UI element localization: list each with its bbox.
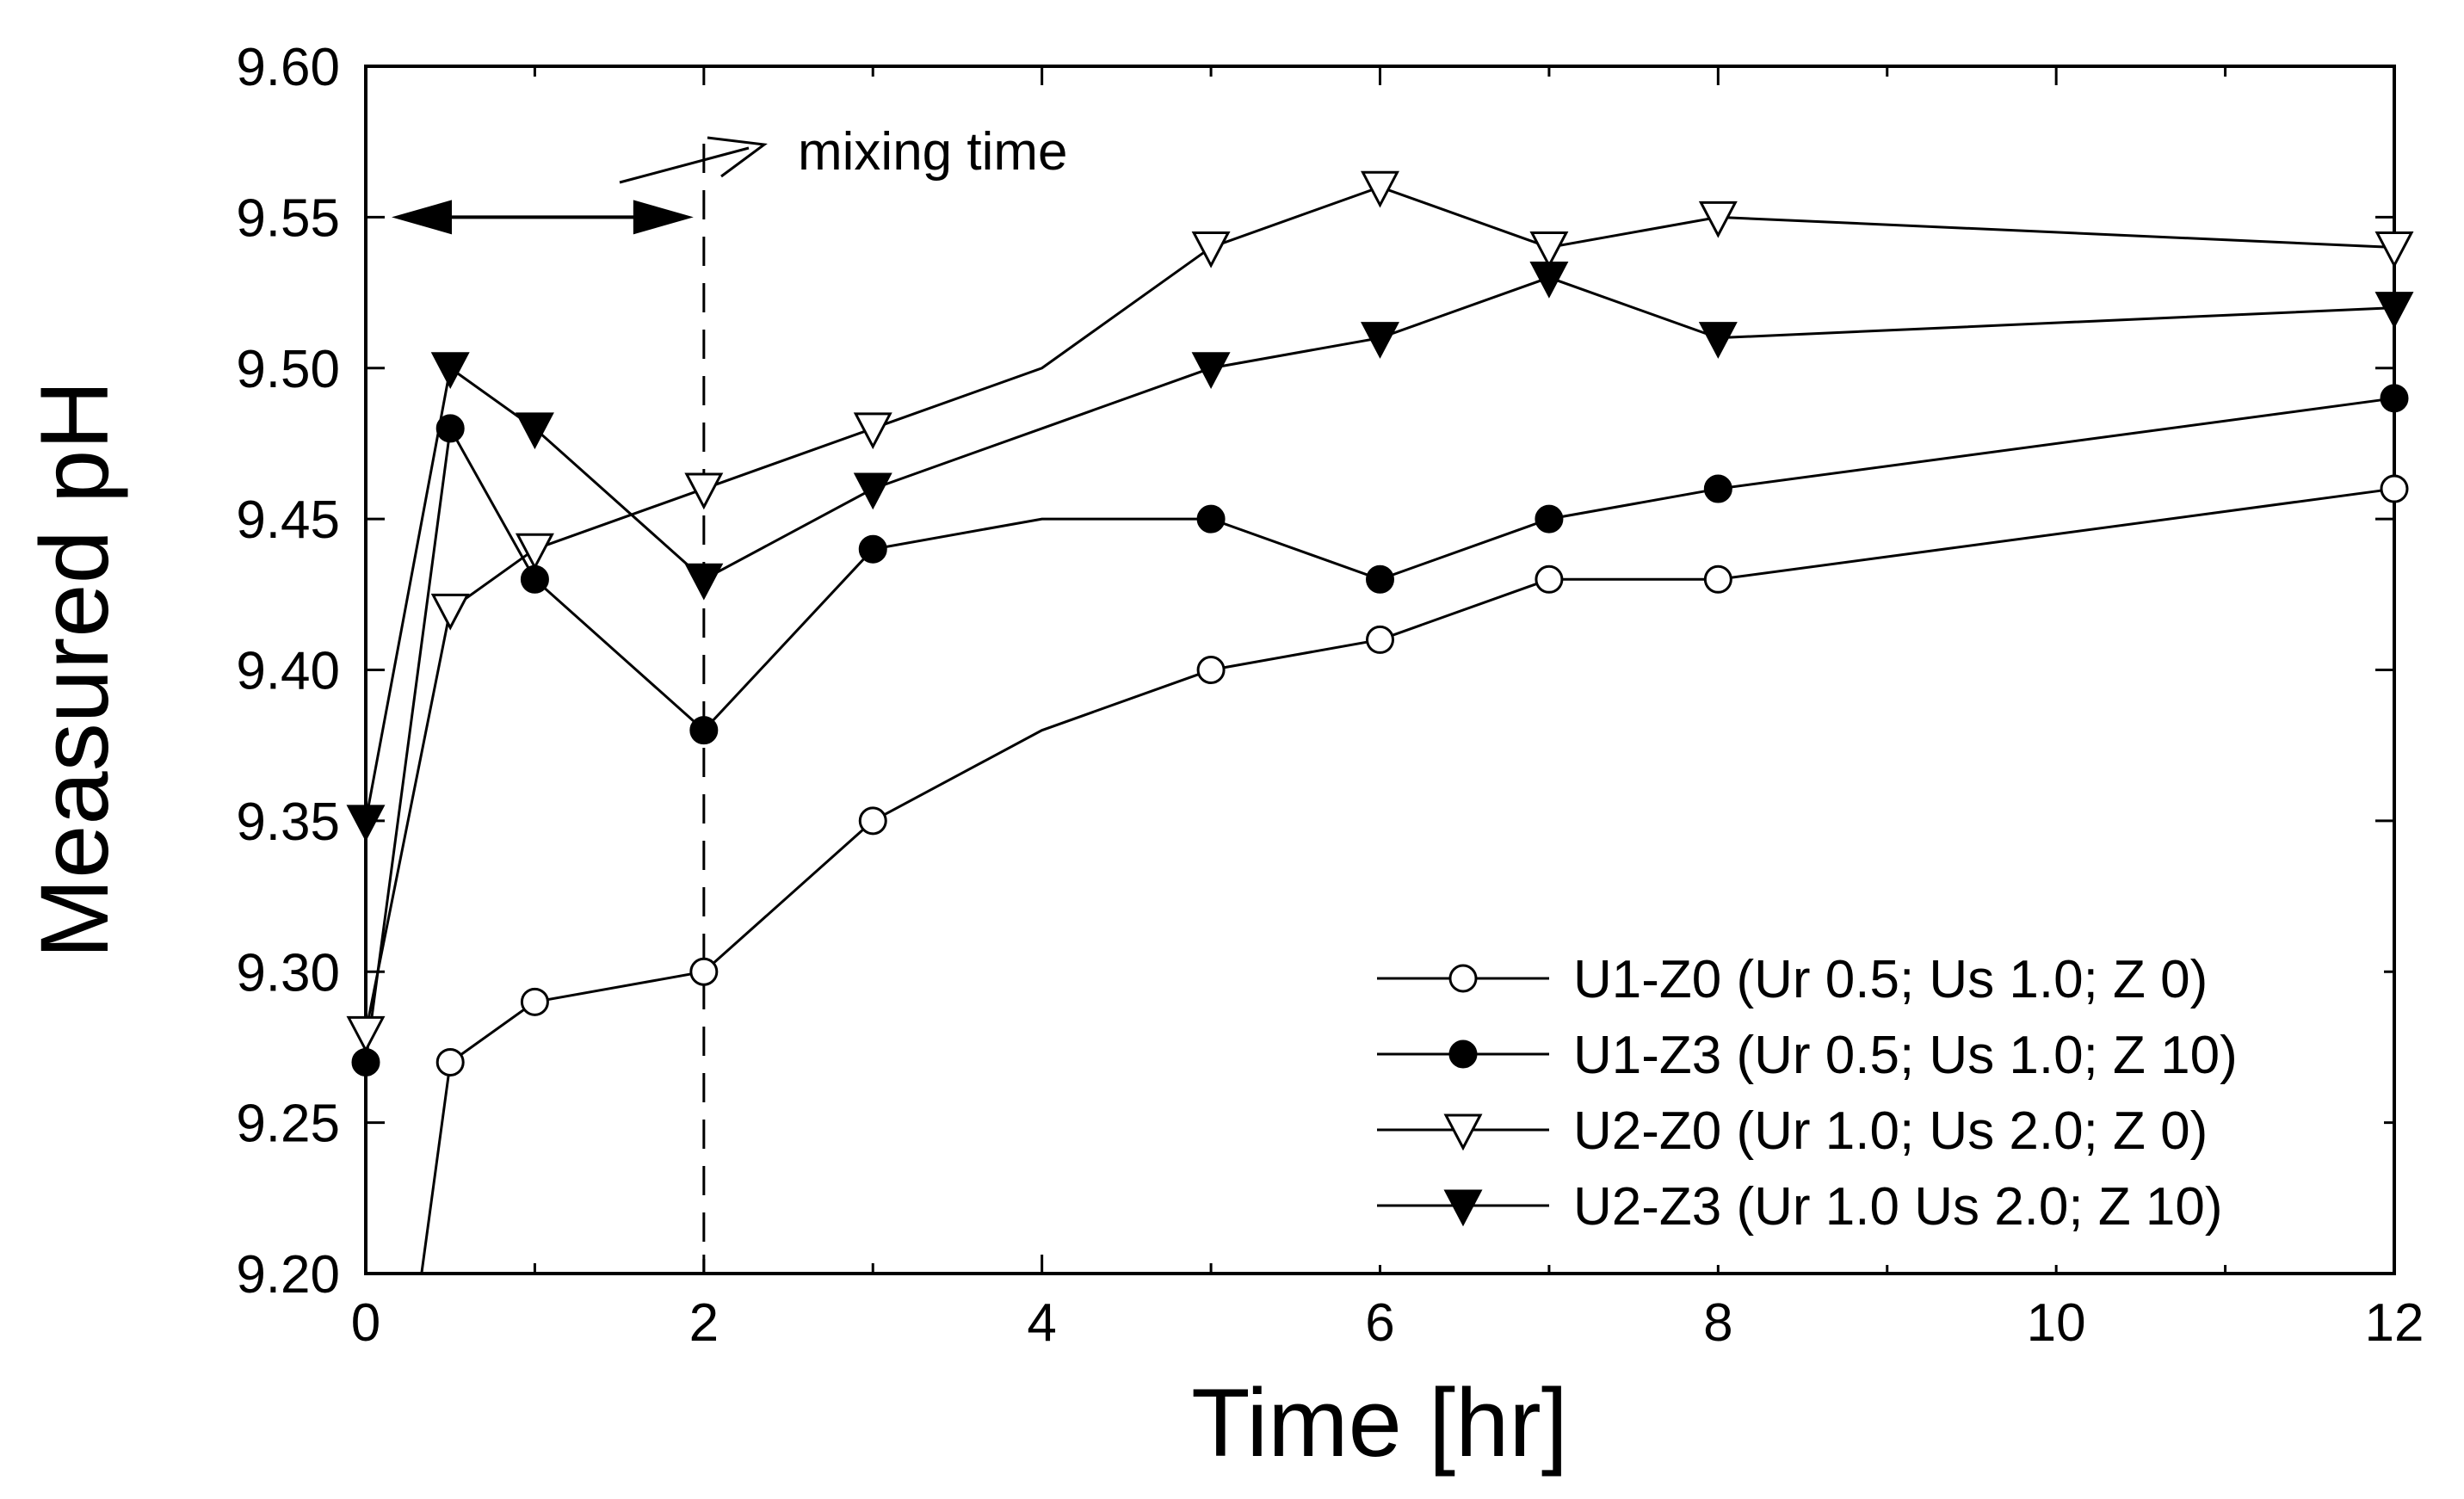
y-tick-label: 9.30 [236,943,340,1002]
mixing-interval-arrow-right [633,200,694,235]
legend-label-2: U1-Z3 (Ur 0.5; Us 1.0; Z 10) [1573,1026,2238,1085]
legend-label-4: U2-Z3 (Ur 1.0 Us 2.0; Z 10) [1573,1177,2223,1237]
x-tick-label: 10 [2027,1293,2086,1353]
series-1-point [1366,625,1394,654]
y-tick-label: 9.60 [236,38,340,97]
tick-labels: 0 2 4 6 8 10 12 9.20 9.25 9.30 9.35 9.40 9.45 9.50 9.5… [236,38,2424,1353]
series-3-point [346,1015,386,1053]
x-tick-label: 6 [1365,1293,1394,1353]
series-3-point [515,533,554,571]
series-line-3 [364,185,2395,1033]
series-1-point [1196,656,1226,684]
legend-marker-1 [1448,964,1478,993]
legend-marker-3 [1443,1113,1483,1151]
series-4-point [515,412,554,450]
legend-label-3: U2-Z0 (Ur 1.0; Us 2.0; Z 0) [1573,1101,2208,1161]
legend-items: U1-Z0 (Ur 0.5; Us 1.0; Z 0) U1-Z3 (Ur 0.5… [1377,950,2238,1237]
series-4-point [1698,322,1738,359]
legend-background [1360,938,2384,1265]
legend-label-1: U1-Z0 (Ur 0.5; Us 1.0; Z 0) [1573,950,2208,1009]
series-2-point [689,716,719,745]
x-tick-label: 12 [2365,1293,2424,1353]
legend-marker-2 [1448,1039,1478,1069]
x-axis-title: Time [hr] [1191,1369,1568,1477]
series-2-point [1366,564,1394,594]
x-tick-label: 0 [351,1293,380,1353]
series-1-point [2380,474,2409,503]
series-4-point [684,563,724,601]
series-line-1 [420,487,2395,1274]
series-4-point [2374,292,2414,329]
mixing-time-annotation: mixing time [392,122,1068,1274]
mixing-interval-arrow-left [392,200,452,235]
series-line-2 [364,397,2395,1063]
series-2-point [858,534,887,564]
series-3-point [853,412,892,450]
y-tick-label: 9.55 [236,188,340,248]
series-markers [346,170,2414,1076]
series-line-4 [364,275,2395,822]
series-3-point [684,472,724,510]
series-1-point [520,987,549,1016]
series-3-point [1698,200,1738,238]
series-4-point [853,472,892,510]
y-tick-label: 9.35 [236,793,340,852]
series-3-point [430,593,470,631]
series-1-point [1703,564,1732,594]
series-4-point [430,352,470,389]
series-4-point [1191,352,1231,389]
series-3-point [1361,170,1399,208]
x-tick-label: 2 [689,1293,719,1353]
series-2-point [1196,504,1226,534]
legend: U1-Z0 (Ur 0.5; Us 1.0; Z 0) U1-Z3 (Ur 0.5… [1360,938,2384,1265]
series-2-point [1535,504,1564,534]
y-tick-label: 9.50 [236,340,340,399]
tick-marks [364,65,2396,1275]
y-tick-label: 9.40 [236,642,340,701]
series-3-point [1191,231,1231,268]
mixing-time-label: mixing time [798,122,1068,182]
series-4-point [1361,322,1399,359]
series-2-point [351,1047,380,1076]
legend-marker-4 [1443,1189,1483,1227]
series-lines [364,185,2395,1274]
series-1-point [858,806,887,836]
y-axis-title: Measured pH [21,380,128,959]
series-3-point [2374,231,2414,268]
series-2-point [435,414,465,443]
mixing-time-pointer-head [707,136,768,178]
y-tick-label: 9.20 [236,1245,340,1305]
mixing-time-pointer [619,146,750,184]
x-tick-label: 4 [1027,1293,1056,1353]
series-1-point [689,957,719,986]
y-tick-label: 9.45 [236,490,340,550]
series-1-point [1535,564,1564,594]
series-2-point [1703,474,1732,503]
series-4-point [346,805,386,842]
series-2-point [2380,384,2409,413]
x-tick-label: 8 [1703,1293,1732,1353]
series-3-point [1529,231,1569,268]
series-2-point [520,564,549,594]
series-4-point [1529,262,1569,299]
series-1-point [435,1047,465,1076]
y-tick-label: 9.25 [236,1095,340,1154]
